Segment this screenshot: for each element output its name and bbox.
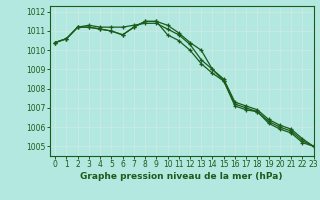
X-axis label: Graphe pression niveau de la mer (hPa): Graphe pression niveau de la mer (hPa) [80,172,283,181]
